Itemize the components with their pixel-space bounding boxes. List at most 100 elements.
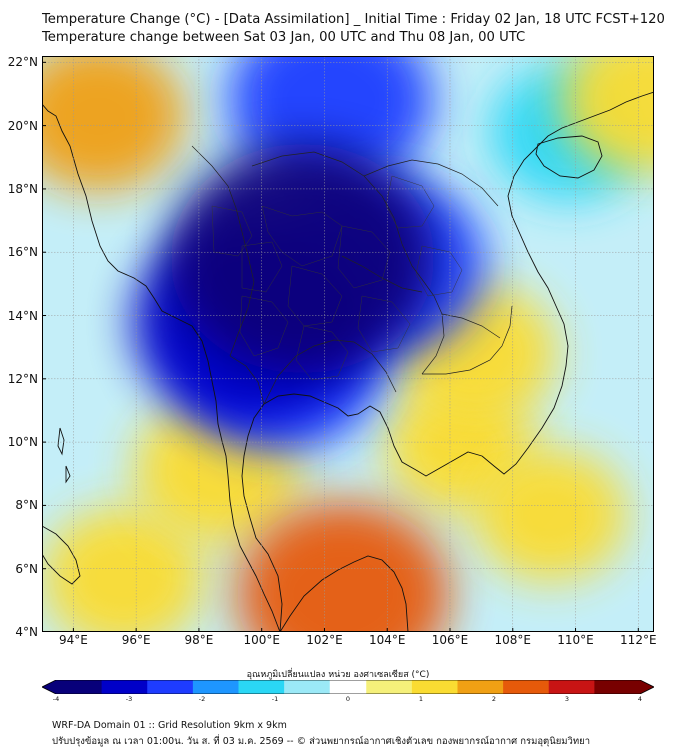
x-tick-label: 104°E (368, 633, 406, 647)
x-tick-label: 100°E (243, 633, 280, 647)
colorbar-cell (375, 680, 386, 694)
colorbar-tick-label: 0 (345, 695, 351, 703)
field-anomaly-4 (42, 507, 205, 632)
colorbar-cell (147, 680, 157, 694)
colorbar-cell (548, 680, 559, 694)
field-anomaly-1 (474, 448, 627, 582)
colorbar-tick-label: -1 (271, 695, 279, 703)
graticule (42, 56, 654, 632)
country-borders (191, 145, 513, 405)
colorbar-cell (585, 680, 595, 694)
colorbar-cell (466, 680, 477, 694)
map-subtitle: Temperature change between Sat 03 Jan, 0… (42, 30, 526, 45)
colorbar-cell (366, 680, 376, 694)
colorbar-min-extend (42, 680, 56, 694)
colorbar-cell (229, 680, 240, 694)
colorbar-max-extend (640, 680, 654, 694)
colorbar-cell (119, 680, 130, 694)
colorbar-cell (156, 680, 167, 694)
colorbar-cell (530, 680, 541, 694)
x-tick-label: 98°E (184, 633, 214, 647)
colorbar-title: อุณหภูมิเปลี่ยนแปลง หน่วย องศาเซลเซียส (… (246, 670, 430, 680)
model-info: WRF-DA Domain 01 :: Grid Resolution 9km … (52, 720, 287, 731)
colorbar-cell (402, 680, 413, 694)
colorbar-cell (192, 680, 203, 694)
colorbar-cell (484, 680, 495, 694)
colorbar-tick-label: -2 (198, 695, 206, 703)
colorbar-tick-label: 1 (418, 695, 424, 703)
colorbar-cell (567, 680, 577, 694)
colorbar-cell (594, 680, 605, 694)
colorbar-cell (174, 680, 185, 694)
colorbar-cell (320, 680, 331, 694)
coastline-malaysia (279, 555, 409, 632)
colorbar-cell (129, 680, 139, 694)
colorbar-cell (475, 680, 486, 694)
colorbar-cell (448, 680, 459, 694)
field-anomaly-11 (236, 501, 450, 632)
colorbar-cell (74, 680, 84, 694)
colorbar-tick-label: 2 (491, 695, 497, 703)
colorbar-cell (338, 680, 349, 694)
colorbar-cell (138, 680, 148, 694)
colorbar-cell (265, 680, 276, 694)
colorbar-cell (457, 680, 468, 694)
credit-line: ปรับปรุงข้อมูล ณ เวลา 01:00น. วัน ส. ที่… (52, 736, 591, 747)
colorbar-cell (603, 680, 614, 694)
colorbar-cell (247, 680, 258, 694)
colorbar-cell (256, 680, 267, 694)
y-tick-label: 22°N (7, 55, 38, 70)
x-tick-label: 110°E (557, 633, 594, 647)
map-title: Temperature Change (°C) - [Data Assimila… (42, 12, 665, 27)
coastline-sumatra (42, 525, 81, 585)
colorbar-cell (275, 680, 285, 694)
y-tick-label: 20°N (7, 118, 38, 133)
colorbar-cell (348, 680, 358, 694)
colorbar-tick-label: 4 (637, 695, 643, 703)
colorbar-cell (92, 680, 103, 694)
colorbar-cell (621, 680, 632, 694)
y-tick-label: 4°N (15, 625, 38, 639)
colorbar-cell (503, 680, 513, 694)
y-tick-label: 8°N (15, 498, 38, 513)
colorbar-cell (220, 680, 230, 694)
colorbar-cell (630, 680, 641, 694)
colorbar-cell (521, 680, 532, 694)
colorbar-cell (302, 680, 313, 694)
x-tick-label: 106°E (431, 633, 469, 647)
x-tick-label: 96°E (121, 633, 151, 647)
x-tick-label: 108°E (494, 633, 532, 647)
coastline-gulf-thailand (241, 393, 483, 632)
colorbar-cell (65, 680, 75, 694)
field-anomaly-7 (42, 56, 185, 192)
colorbar-cell (512, 680, 522, 694)
y-tick-label: 6°N (15, 561, 38, 576)
colorbar-cell (56, 680, 66, 694)
colorbar-cell (494, 680, 504, 694)
colorbar-cell (439, 680, 449, 694)
coastline-hainan (535, 135, 603, 179)
colorbar-cell (411, 680, 422, 694)
colorbar-cell (576, 680, 586, 694)
colorbar-cell (384, 680, 395, 694)
temperature-change-map (42, 56, 654, 632)
coastline-andaman (57, 427, 71, 484)
colorbar-tick-label: -3 (125, 695, 133, 703)
colorbar-cell (284, 680, 294, 694)
colorbar-cell (293, 680, 303, 694)
colorbar-cell (357, 680, 367, 694)
colorbar-cell (202, 680, 212, 694)
coastline-myanmar-west (42, 103, 281, 632)
y-tick-label: 18°N (7, 181, 38, 196)
colorbar-cell (557, 680, 568, 694)
province-borders (211, 175, 463, 381)
colorbar-cell (238, 680, 249, 694)
colorbar-cell (311, 680, 322, 694)
y-tick-label: 12°N (7, 371, 38, 386)
y-tick-label: 14°N (7, 308, 38, 323)
y-tick-label: 16°N (7, 245, 38, 260)
colorbar-cell (393, 680, 404, 694)
field-anomaly-5 (560, 56, 654, 174)
map-canvas (42, 56, 654, 632)
colorbar (42, 680, 654, 694)
